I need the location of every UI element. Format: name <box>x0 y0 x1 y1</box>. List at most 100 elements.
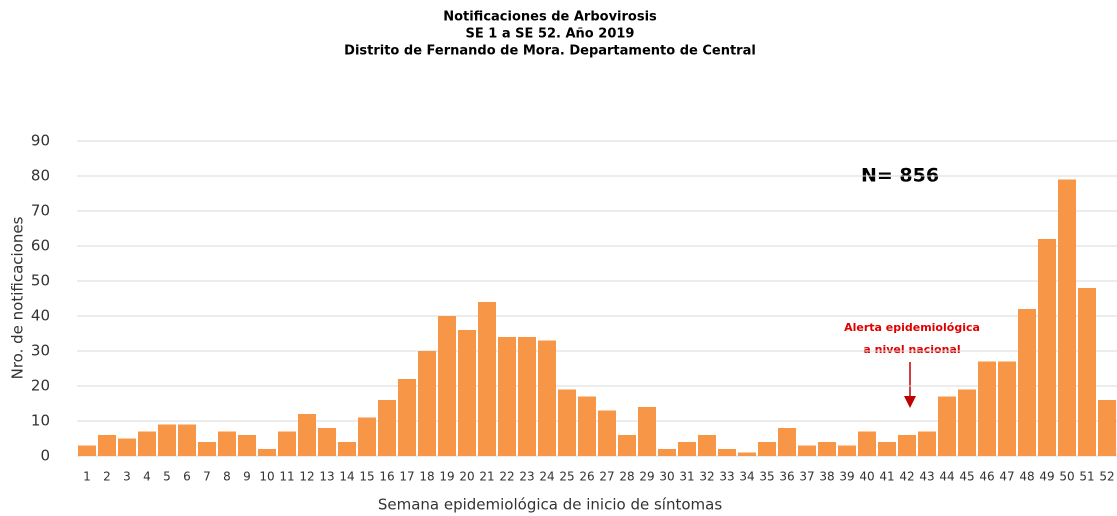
x-tick-label: 35 <box>759 470 774 484</box>
bar <box>698 435 716 456</box>
x-tick-label: 4 <box>143 470 151 484</box>
bar <box>418 351 436 456</box>
x-tick-label: 45 <box>959 470 974 484</box>
x-tick-label: 20 <box>459 470 474 484</box>
bar <box>518 337 536 456</box>
x-tick-label: 12 <box>299 470 314 484</box>
x-tick-label: 30 <box>659 470 674 484</box>
bar <box>158 424 176 456</box>
x-tick-label: 24 <box>539 470 554 484</box>
x-tick-label: 22 <box>499 470 514 484</box>
bar <box>1038 239 1056 456</box>
annotation: a nivel nacional <box>863 343 960 356</box>
x-tick-label: 5 <box>163 470 171 484</box>
x-tick-label: 44 <box>939 470 954 484</box>
y-tick-label: 20 <box>31 377 50 395</box>
bar <box>858 431 876 456</box>
bar <box>1058 179 1076 456</box>
y-tick-label: 10 <box>31 412 50 430</box>
x-tick-label: 28 <box>619 470 634 484</box>
x-tick-label: 6 <box>183 470 191 484</box>
bar <box>978 361 996 456</box>
x-tick-label: 9 <box>243 470 251 484</box>
bar <box>98 435 116 456</box>
bar <box>478 302 496 456</box>
bar <box>178 424 196 456</box>
x-tick-label: 17 <box>399 470 414 484</box>
arrow-head <box>904 396 916 408</box>
bar <box>898 435 916 456</box>
x-tick-label: 10 <box>259 470 274 484</box>
bar <box>78 445 96 456</box>
bar <box>958 389 976 456</box>
x-tick-label: 11 <box>279 470 294 484</box>
annotation: Alerta epidemiológica <box>844 321 980 334</box>
bar <box>778 428 796 456</box>
bar <box>278 431 296 456</box>
bar <box>258 449 276 456</box>
bar <box>458 330 476 456</box>
bar <box>138 431 156 456</box>
bar <box>238 435 256 456</box>
bar <box>1018 309 1036 456</box>
bar <box>578 396 596 456</box>
x-tick-label: 36 <box>779 470 794 484</box>
x-tick-label: 34 <box>739 470 754 484</box>
bar <box>818 442 836 456</box>
x-tick-label: 18 <box>419 470 434 484</box>
bar <box>318 428 336 456</box>
bar <box>838 445 856 456</box>
x-tick-label: 49 <box>1039 470 1054 484</box>
bar <box>378 400 396 456</box>
y-axis-label: Nro. de notificaciones <box>9 216 27 379</box>
x-tick-label: 43 <box>919 470 934 484</box>
x-tick-label: 21 <box>479 470 494 484</box>
bar <box>918 431 936 456</box>
bar <box>398 379 416 456</box>
x-tick-label: 39 <box>839 470 854 484</box>
x-axis-label: Semana epidemiológica de inicio de sínto… <box>378 496 722 514</box>
x-tick-label: 31 <box>679 470 694 484</box>
x-tick-label: 46 <box>979 470 994 484</box>
x-tick-label: 3 <box>123 470 131 484</box>
bar <box>938 396 956 456</box>
x-tick-label: 27 <box>599 470 614 484</box>
x-tick-label: 48 <box>1019 470 1034 484</box>
bar <box>678 442 696 456</box>
x-tick-label: 47 <box>999 470 1014 484</box>
x-tick-label: 42 <box>899 470 914 484</box>
y-tick-label: 50 <box>31 272 50 290</box>
x-tick-label: 13 <box>319 470 334 484</box>
x-tick-label: 52 <box>1099 470 1114 484</box>
x-tick-label: 25 <box>559 470 574 484</box>
bar <box>878 442 896 456</box>
bar <box>338 442 356 456</box>
bar <box>798 445 816 456</box>
x-tick-label: 51 <box>1079 470 1094 484</box>
x-tick-label: 38 <box>819 470 834 484</box>
bar <box>598 410 616 456</box>
bar <box>998 361 1016 456</box>
bar <box>498 337 516 456</box>
bar <box>438 316 456 456</box>
bar <box>658 449 676 456</box>
x-tick-label: 1 <box>83 470 91 484</box>
chart-title: SE 1 a SE 52. Año 2019 <box>466 27 635 42</box>
bar <box>718 449 736 456</box>
y-tick-label: 40 <box>31 307 50 325</box>
y-tick-label: 90 <box>31 132 50 150</box>
bar <box>198 442 216 456</box>
y-tick-label: 70 <box>31 202 50 220</box>
y-tick-label: 30 <box>31 342 50 360</box>
bar <box>758 442 776 456</box>
y-tick-label: 80 <box>31 167 50 185</box>
x-tick-label: 2 <box>103 470 111 484</box>
x-tick-label: 14 <box>339 470 354 484</box>
x-tick-label: 32 <box>699 470 714 484</box>
bar <box>118 438 136 456</box>
x-tick-label: 7 <box>203 470 211 484</box>
y-tick-label: 0 <box>40 447 50 465</box>
x-tick-label: 16 <box>379 470 394 484</box>
bar <box>618 435 636 456</box>
